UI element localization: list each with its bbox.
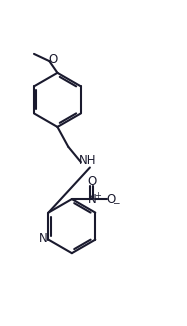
Text: +: +: [94, 191, 101, 200]
Text: −: −: [112, 198, 119, 207]
Text: O: O: [48, 53, 57, 67]
Text: NH: NH: [78, 154, 96, 167]
Text: N: N: [88, 193, 97, 206]
Text: O: O: [87, 174, 96, 187]
Text: O: O: [106, 193, 116, 206]
Text: N: N: [39, 232, 48, 245]
